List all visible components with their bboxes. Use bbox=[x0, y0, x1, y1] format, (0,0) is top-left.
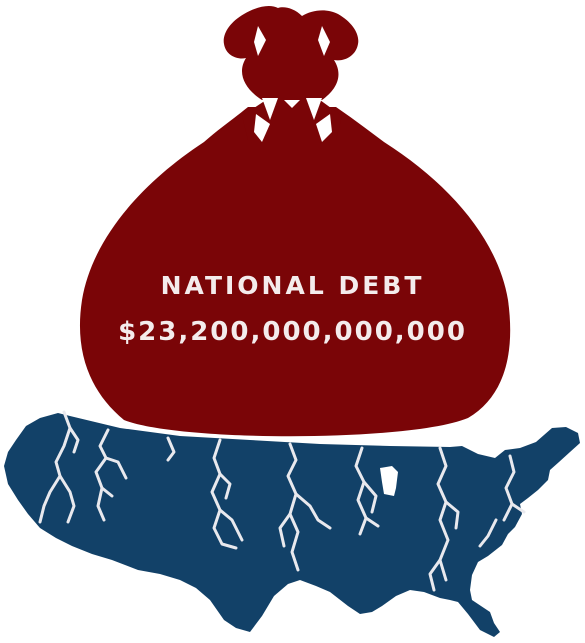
crack-line bbox=[364, 516, 380, 528]
crack-line bbox=[510, 502, 526, 514]
bag-top-fold bbox=[318, 26, 330, 56]
debt-title: NATIONAL DEBT bbox=[160, 271, 425, 300]
bag-cinch-mark bbox=[284, 100, 300, 108]
crack-line bbox=[58, 474, 76, 524]
crack-line bbox=[38, 410, 72, 524]
crack-line bbox=[68, 426, 80, 454]
money-bag-icon bbox=[79, 6, 511, 437]
crack-line bbox=[218, 472, 232, 500]
crack-line bbox=[286, 442, 300, 572]
crack-line bbox=[218, 508, 244, 542]
bag-top-fold bbox=[254, 26, 266, 56]
crack-line bbox=[502, 454, 516, 522]
crack-line bbox=[428, 558, 442, 592]
crack-line bbox=[478, 518, 498, 548]
bag-cinch-mark bbox=[306, 98, 322, 120]
crack-line bbox=[444, 500, 460, 530]
bag-cinch-mark bbox=[254, 114, 270, 142]
crack-line bbox=[436, 446, 450, 582]
bag-body bbox=[79, 107, 511, 437]
crack-line bbox=[94, 428, 110, 522]
great-lakes-notch bbox=[380, 466, 398, 496]
usa-map-icon bbox=[4, 413, 580, 637]
crack-line bbox=[210, 438, 238, 550]
usa-map-shape bbox=[4, 413, 580, 637]
bag-cinch-mark bbox=[316, 114, 332, 142]
bag-top-knot bbox=[223, 6, 359, 100]
debt-amount: $23,200,000,000,000 bbox=[118, 317, 467, 347]
crack-line bbox=[354, 446, 368, 536]
crack-line bbox=[104, 456, 128, 480]
crack-line bbox=[100, 486, 114, 498]
bag-cinch-mark bbox=[262, 98, 278, 120]
crack-lines-icon bbox=[38, 410, 526, 592]
crack-line bbox=[278, 512, 292, 548]
crack-line bbox=[362, 480, 378, 514]
crack-line bbox=[294, 492, 332, 530]
crack-line bbox=[166, 436, 176, 462]
